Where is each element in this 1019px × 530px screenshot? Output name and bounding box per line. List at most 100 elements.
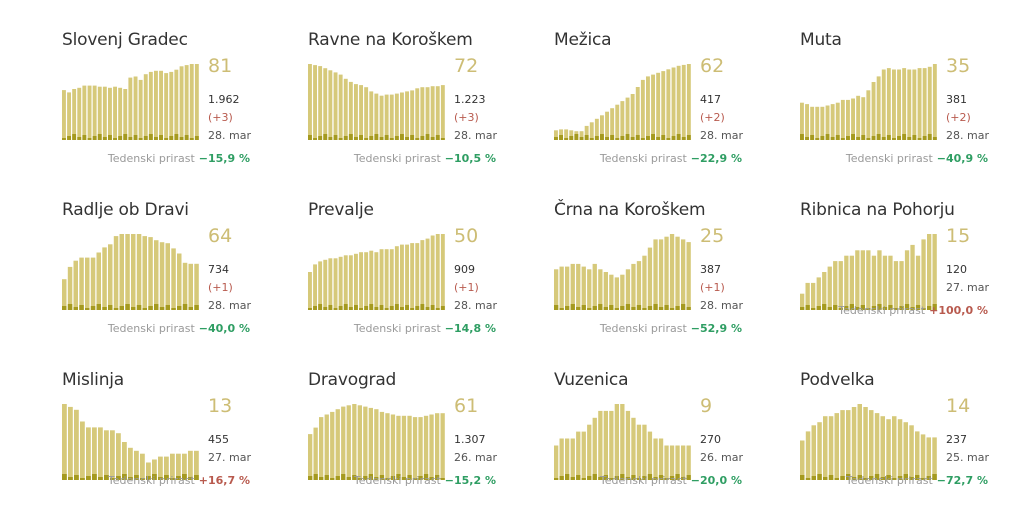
active-cases-bar (822, 272, 827, 310)
weekly-change-label: Tedenski prirast (107, 474, 195, 487)
active-cases-bar (600, 115, 604, 140)
total-cases-value: 1.962 (208, 93, 240, 106)
new-cases-bar (664, 305, 669, 310)
active-cases-bar (636, 424, 642, 480)
active-cases-bar (603, 410, 608, 480)
weekly-change-row: Tedenski prirast −15,9 % (108, 152, 250, 165)
new-cases-bar (921, 308, 926, 310)
active-cases-bar (886, 68, 891, 140)
active-cases-bar (917, 68, 922, 140)
active-cases-bar (405, 244, 409, 310)
new-cases-bar (348, 134, 353, 140)
active-cases-bar (110, 430, 115, 480)
active-cases-bar (131, 234, 136, 310)
active-cases-bar (405, 91, 409, 140)
new-cases-bar (62, 138, 66, 140)
cases-bar-chart (308, 404, 445, 480)
update-date: 26. mar (700, 451, 743, 464)
new-cases-bar (564, 138, 569, 140)
municipality-card: Ravne na Koroškem 72 1.223 (+3) 28. mar Teden… (308, 30, 508, 190)
new-cases-bar (625, 477, 631, 480)
total-cases-value: 734 (208, 263, 229, 276)
active-cases-bar (625, 269, 631, 310)
active-cases-bar (625, 410, 631, 480)
active-cases-bar (800, 293, 805, 310)
new-cases-bar (811, 308, 816, 310)
new-cases-bar (440, 306, 445, 310)
new-cases-bar (170, 478, 175, 480)
new-cases-bar (903, 474, 908, 480)
active-cases-value: 64 (208, 225, 233, 247)
active-cases-bar (675, 236, 680, 310)
active-cases-bar (318, 66, 323, 140)
new-cases-bar (123, 134, 128, 140)
new-cases-bar (828, 475, 834, 480)
new-cases-bar (565, 306, 570, 310)
municipality-name: Radlje ob Dravi (62, 200, 189, 220)
active-cases-bar (354, 84, 358, 140)
active-cases-bar (164, 456, 169, 480)
active-cases-bar (907, 69, 912, 140)
active-cases-bar (664, 445, 669, 480)
cases-bar-chart (62, 234, 199, 310)
new-cases-bar (815, 138, 820, 140)
active-cases-bar (62, 404, 67, 480)
active-cases-bar (587, 269, 592, 310)
active-cases-bar (384, 249, 389, 310)
active-cases-bar (570, 263, 575, 310)
new-cases-bar (669, 308, 675, 310)
active-cases-bar (194, 263, 199, 310)
active-cases-bar (62, 90, 66, 140)
weekly-change-row: Tedenski prirast −10,5 % (354, 152, 496, 165)
active-cases-bar (675, 445, 680, 480)
active-cases-bar (631, 263, 636, 310)
new-cases-bar (96, 304, 101, 310)
active-cases-bar (86, 427, 91, 480)
active-cases-bar (189, 64, 194, 140)
active-cases-bar (881, 69, 886, 140)
municipality-name: Vuzenica (554, 370, 629, 390)
new-cases-bar (400, 307, 404, 310)
active-cases-bar (666, 69, 671, 140)
active-cases-bar (152, 459, 157, 480)
active-cases-bar (165, 243, 170, 310)
new-cases-bar (368, 474, 373, 480)
active-cases-bar (805, 282, 810, 310)
new-cases-bar (886, 135, 891, 140)
new-cases-bar (846, 474, 851, 480)
new-cases-bar (374, 307, 379, 310)
active-cases-bar (82, 85, 87, 140)
new-cases-bar (374, 477, 379, 480)
active-cases-bar (389, 249, 394, 310)
weekly-change-label: Tedenski prirast (107, 152, 195, 165)
new-cases-bar (592, 306, 597, 310)
municipality-card: Mežica 62 417 (+2) 28. mar Tedenski prirast −2… (554, 30, 754, 190)
active-cases-bar (899, 261, 904, 310)
active-cases-bar (882, 255, 888, 310)
active-cases-bar (343, 255, 348, 310)
new-cases-bar (816, 306, 821, 310)
active-cases-bar (357, 405, 362, 480)
municipality-name: Ravne na Koroškem (308, 30, 473, 50)
new-cases-bar (630, 137, 635, 140)
new-cases-bar (620, 474, 625, 480)
new-cases-bar (805, 137, 809, 140)
new-cases-bar (615, 138, 620, 140)
new-cases-bar (631, 307, 636, 310)
new-cases-bar (152, 474, 157, 480)
active-cases-bar (67, 266, 73, 310)
weekly-change-percent: −40,0 % (198, 322, 250, 335)
weekly-change-percent: −22,9 % (690, 152, 742, 165)
active-cases-bar (581, 266, 586, 310)
new-cases-bar (642, 476, 647, 480)
new-cases-bar (589, 138, 594, 140)
active-cases-bar (140, 453, 145, 480)
new-cases-bar (134, 475, 139, 480)
active-cases-bar (653, 438, 658, 480)
weekly-change-row: Tedenski prirast −40,9 % (846, 152, 988, 165)
new-cases-bar (927, 134, 932, 140)
municipality-card: Mislinja 13 455 27. mar Tedenski prirast +16,… (62, 370, 262, 530)
new-cases-bar (800, 475, 805, 480)
active-cases-bar (676, 65, 681, 140)
new-cases-bar (354, 137, 358, 140)
